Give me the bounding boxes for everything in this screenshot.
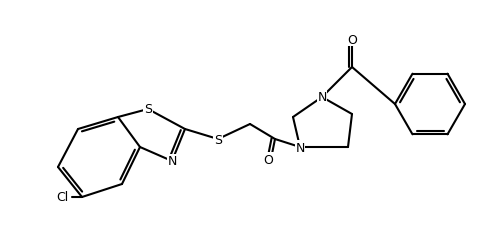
Text: N: N	[318, 91, 327, 104]
Text: O: O	[263, 153, 273, 166]
Text: O: O	[347, 33, 357, 46]
Text: N: N	[167, 155, 177, 168]
Text: S: S	[144, 103, 152, 116]
Text: N: N	[295, 141, 305, 154]
Text: S: S	[214, 133, 222, 146]
Text: Cl: Cl	[56, 191, 68, 204]
